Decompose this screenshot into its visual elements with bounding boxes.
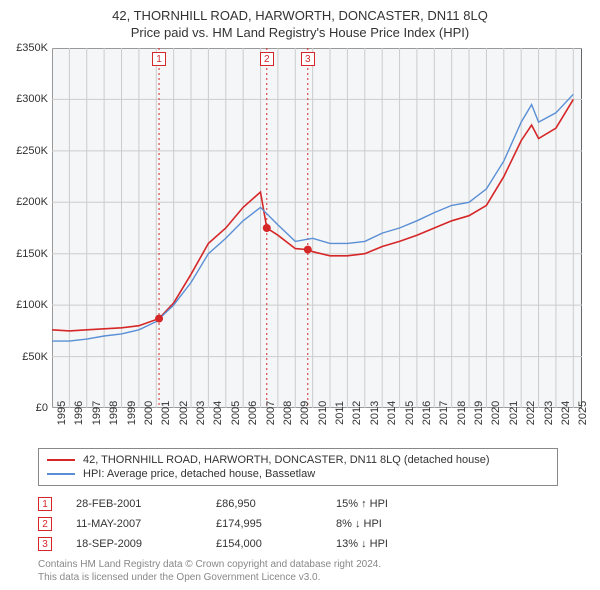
sales-date-1: 28-FEB-2001 [76, 498, 216, 510]
sales-row-3: 3 18-SEP-2009 £154,000 13% ↓ HPI [38, 534, 456, 554]
y-axis-tick-label: £300K [16, 93, 48, 105]
x-axis-tick-label: 2008 [282, 401, 294, 425]
x-axis-tick-label: 1998 [108, 401, 120, 425]
footer-line-2: This data is licensed under the Open Gov… [38, 571, 381, 584]
x-axis-tick-label: 2007 [265, 401, 277, 425]
y-axis-tick-label: £50K [22, 351, 48, 363]
y-axis-tick-label: £0 [36, 402, 48, 414]
x-axis-tick-label: 2010 [317, 401, 329, 425]
chart-title: 42, THORNHILL ROAD, HARWORTH, DONCASTER,… [0, 0, 600, 40]
x-axis-tick-label: 2019 [473, 401, 485, 425]
x-axis-tick-label: 2024 [560, 401, 572, 425]
x-axis-tick-label: 1999 [126, 401, 138, 425]
sales-marker-1-icon: 1 [38, 497, 52, 511]
x-axis-tick-label: 2006 [247, 401, 259, 425]
y-axis-tick-label: £200K [16, 196, 48, 208]
x-axis-tick-label: 2016 [421, 401, 433, 425]
chart-area: £0£50K£100K£150K£200K£250K£300K£350K 199… [52, 48, 582, 408]
y-axis-tick-label: £350K [16, 42, 48, 54]
title-line-1: 42, THORNHILL ROAD, HARWORTH, DONCASTER,… [0, 8, 600, 23]
title-line-2: Price paid vs. HM Land Registry's House … [0, 25, 600, 40]
x-axis-tick-label: 2022 [525, 401, 537, 425]
sales-date-2: 11-MAY-2007 [76, 518, 216, 530]
x-axis-tick-label: 1995 [56, 401, 68, 425]
x-axis-tick-label: 2000 [143, 401, 155, 425]
x-axis-tick-label: 2011 [334, 401, 346, 425]
legend-label-hpi: HPI: Average price, detached house, Bass… [83, 468, 315, 480]
sales-row-1: 1 28-FEB-2001 £86,950 15% ↑ HPI [38, 494, 456, 514]
x-axis-tick-label: 2003 [195, 401, 207, 425]
y-axis-tick-label: £150K [16, 248, 48, 260]
sales-row-2: 2 11-MAY-2007 £174,995 8% ↓ HPI [38, 514, 456, 534]
x-axis-tick-label: 1996 [73, 401, 85, 425]
y-axis-tick-label: £100K [16, 299, 48, 311]
sales-table: 1 28-FEB-2001 £86,950 15% ↑ HPI 2 11-MAY… [38, 494, 456, 554]
legend: 42, THORNHILL ROAD, HARWORTH, DONCASTER,… [38, 448, 558, 486]
legend-item-price-paid: 42, THORNHILL ROAD, HARWORTH, DONCASTER,… [47, 453, 549, 467]
sales-marker-2-icon: 2 [38, 517, 52, 531]
footer-line-1: Contains HM Land Registry data © Crown c… [38, 558, 381, 571]
sales-delta-1: 15% ↑ HPI [336, 498, 456, 510]
x-axis-tick-label: 2009 [299, 401, 311, 425]
x-axis-tick-label: 2005 [230, 401, 242, 425]
x-axis-tick-label: 2014 [386, 401, 398, 425]
sales-delta-2: 8% ↓ HPI [336, 518, 456, 530]
legend-swatch-price-paid [47, 459, 75, 461]
sale-marker-1-icon: 1 [152, 52, 166, 66]
sales-delta-3: 13% ↓ HPI [336, 538, 456, 550]
x-axis-tick-label: 2025 [577, 401, 589, 425]
plot-svg [52, 48, 582, 408]
sale-marker-3-icon: 3 [301, 52, 315, 66]
sales-date-3: 18-SEP-2009 [76, 538, 216, 550]
sales-price-1: £86,950 [216, 498, 336, 510]
x-axis-tick-label: 2013 [369, 401, 381, 425]
legend-item-hpi: HPI: Average price, detached house, Bass… [47, 467, 549, 481]
x-axis-tick-label: 2015 [404, 401, 416, 425]
legend-label-price-paid: 42, THORNHILL ROAD, HARWORTH, DONCASTER,… [83, 454, 490, 466]
sales-marker-3-icon: 3 [38, 537, 52, 551]
x-axis-tick-label: 2001 [160, 401, 172, 425]
legend-swatch-hpi [47, 473, 75, 475]
x-axis-tick-label: 2012 [351, 401, 363, 425]
x-axis-tick-label: 2021 [508, 401, 520, 425]
x-axis-tick-label: 1997 [91, 401, 103, 425]
y-axis-tick-label: £250K [16, 145, 48, 157]
x-axis-tick-label: 2023 [543, 401, 555, 425]
sales-price-2: £174,995 [216, 518, 336, 530]
x-axis-tick-label: 2020 [490, 401, 502, 425]
footer-attribution: Contains HM Land Registry data © Crown c… [38, 558, 381, 584]
x-axis-tick-label: 2004 [212, 401, 224, 425]
sales-price-3: £154,000 [216, 538, 336, 550]
x-axis-tick-label: 2002 [178, 401, 190, 425]
x-axis-tick-label: 2017 [438, 401, 450, 425]
x-axis-tick-label: 2018 [456, 401, 468, 425]
sale-marker-2-icon: 2 [260, 52, 274, 66]
